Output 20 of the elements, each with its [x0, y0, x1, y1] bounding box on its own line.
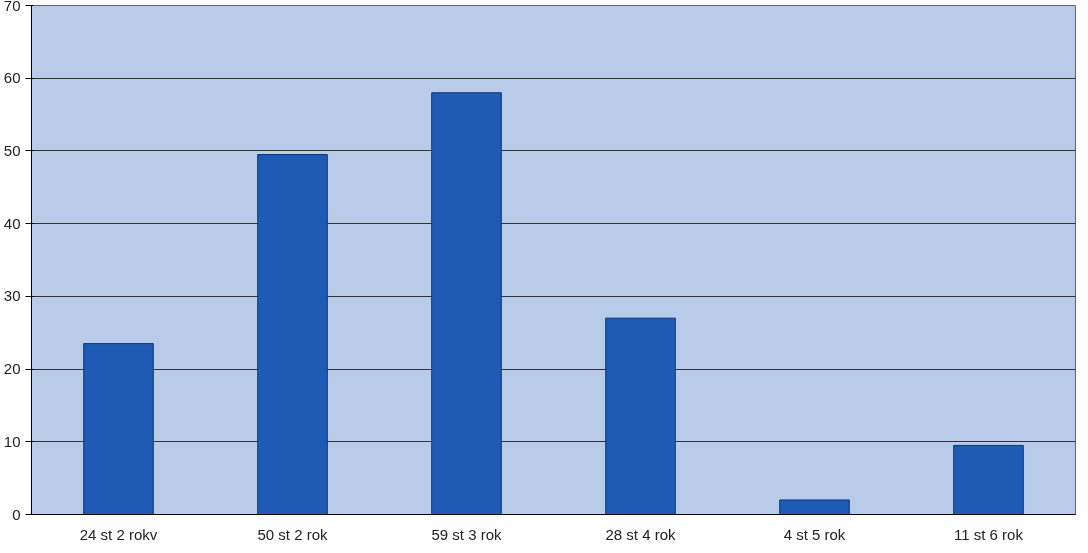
- y-tick-label: 30: [3, 287, 21, 305]
- y-tick-label: 70: [3, 0, 21, 14]
- x-tick-label: 24 st 2 rokv: [79, 525, 158, 543]
- x-tick-label: 50 st 2 rok: [257, 525, 329, 543]
- y-tick-label: 60: [3, 69, 21, 87]
- x-tick-label: 28 st 4 rok: [605, 525, 677, 543]
- bar: [953, 444, 1024, 515]
- x-tick-label: 59 st 3 rok: [431, 525, 503, 543]
- y-tick-label: 40: [3, 214, 21, 232]
- y-tick-label: 0: [12, 505, 21, 523]
- x-tick-label: 4 st 5 rok: [783, 525, 846, 543]
- y-tick-label: 50: [3, 141, 21, 159]
- x-tick-label: 11 st 6 rok: [954, 525, 1024, 543]
- y-tick-label: 20: [3, 360, 21, 378]
- bar: [257, 154, 328, 515]
- bar: [83, 343, 154, 515]
- y-tick-label: 10: [3, 432, 21, 450]
- bar: [605, 317, 676, 515]
- bar: [779, 499, 850, 515]
- bar: [431, 92, 502, 515]
